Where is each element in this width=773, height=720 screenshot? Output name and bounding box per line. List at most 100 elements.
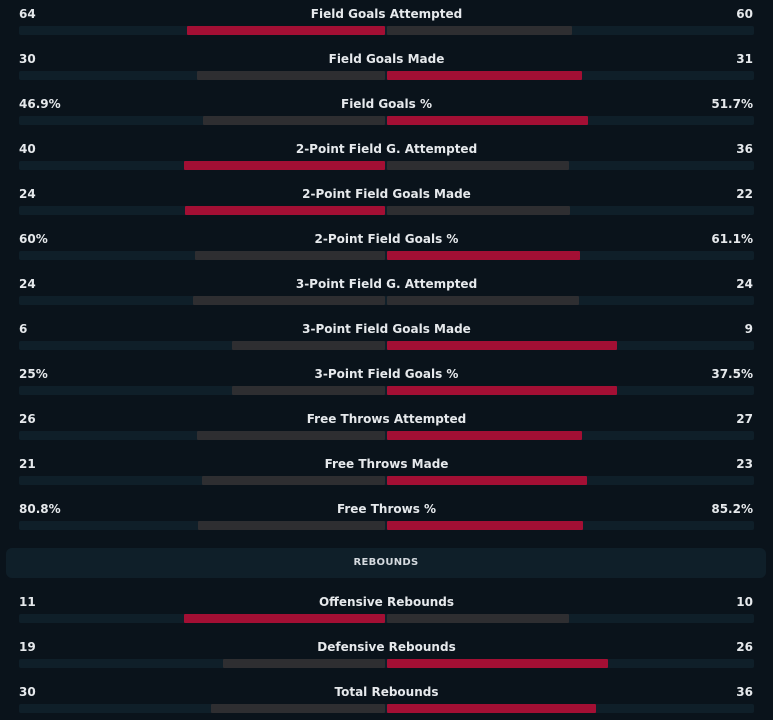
- stat-row: 30 Total Rebounds 36: [0, 678, 773, 720]
- stat-row: 6 3-Point Field Goals Made 9: [0, 315, 773, 360]
- home-value: 80.8%: [19, 502, 61, 516]
- home-value: 24: [19, 187, 36, 201]
- stat-row: 21 Free Throws Made 23: [0, 450, 773, 495]
- away-value: 22: [736, 187, 753, 201]
- away-value: 23: [736, 457, 753, 471]
- away-value: 36: [736, 685, 753, 699]
- stat-label: Field Goals Made: [328, 52, 445, 66]
- comparison-bar-track: [19, 251, 754, 260]
- home-value: 6: [19, 322, 28, 336]
- away-bar: [387, 521, 583, 530]
- stat-label: Free Throws %: [336, 502, 437, 516]
- stat-row: 80.8% Free Throws % 85.2%: [0, 495, 773, 540]
- home-value: 64: [19, 7, 36, 21]
- home-bar: [187, 26, 385, 35]
- away-bar: [387, 161, 569, 170]
- away-bar: [387, 431, 582, 440]
- comparison-bar-track: [19, 296, 754, 305]
- stat-row: 30 Field Goals Made 31: [0, 45, 773, 90]
- away-value: 27: [736, 412, 753, 426]
- stat-row: 64 Field Goals Attempted 60: [0, 0, 773, 45]
- stat-label: Defensive Rebounds: [317, 640, 456, 654]
- comparison-bar-track: [19, 704, 754, 713]
- comparison-bar-track: [19, 521, 754, 530]
- stat-label: 2-Point Field G. Attempted: [295, 142, 478, 156]
- away-bar: [387, 704, 596, 713]
- home-bar: [195, 251, 385, 260]
- comparison-bar-track: [19, 476, 754, 485]
- home-value: 60%: [19, 232, 48, 246]
- comparison-bar-track: [19, 116, 754, 125]
- away-bar: [387, 341, 617, 350]
- stat-label: Offensive Rebounds: [318, 595, 455, 609]
- stat-row: 24 2-Point Field Goals Made 22: [0, 180, 773, 225]
- home-bar: [197, 431, 385, 440]
- comparison-bar-track: [19, 431, 754, 440]
- away-bar: [387, 206, 570, 215]
- stat-row: 40 2-Point Field G. Attempted 36: [0, 135, 773, 180]
- home-value: 21: [19, 457, 36, 471]
- stat-label: Free Throws Made: [324, 457, 449, 471]
- away-value: 31: [736, 52, 753, 66]
- away-value: 24: [736, 277, 753, 291]
- away-value: 37.5%: [711, 367, 753, 381]
- home-value: 46.9%: [19, 97, 61, 111]
- away-value: 60: [736, 7, 753, 21]
- home-bar: [185, 206, 385, 215]
- home-bar: [232, 386, 385, 395]
- home-bar: [232, 341, 385, 350]
- home-value: 26: [19, 412, 36, 426]
- home-bar: [184, 161, 385, 170]
- stat-label: 3-Point Field G. Attempted: [295, 277, 478, 291]
- home-value: 19: [19, 640, 36, 654]
- comparison-bar-track: [19, 341, 754, 350]
- away-bar: [387, 71, 582, 80]
- home-bar: [223, 659, 385, 668]
- home-bar: [193, 296, 385, 305]
- home-value: 40: [19, 142, 36, 156]
- home-bar: [184, 614, 385, 623]
- home-bar: [197, 71, 385, 80]
- away-bar: [387, 296, 579, 305]
- home-value: 30: [19, 685, 36, 699]
- comparison-bar-track: [19, 659, 754, 668]
- stat-label: Field Goals %: [341, 97, 432, 111]
- away-bar: [387, 26, 572, 35]
- stat-row: 11 Offensive Rebounds 10: [0, 588, 773, 633]
- stat-label: Field Goals Attempted: [310, 7, 463, 21]
- away-bar: [387, 614, 569, 623]
- stat-label: Free Throws Attempted: [306, 412, 467, 426]
- away-value: 36: [736, 142, 753, 156]
- stat-row: 25% 3-Point Field Goals % 37.5%: [0, 360, 773, 405]
- home-bar: [203, 116, 385, 125]
- home-value: 24: [19, 277, 36, 291]
- away-value: 85.2%: [711, 502, 753, 516]
- comparison-bar-track: [19, 71, 754, 80]
- stat-row: 26 Free Throws Attempted 27: [0, 405, 773, 450]
- comparison-bar-track: [19, 161, 754, 170]
- stat-label: 2-Point Field Goals Made: [302, 187, 471, 201]
- home-bar: [202, 476, 385, 485]
- away-bar: [387, 116, 588, 125]
- home-value: 11: [19, 595, 36, 609]
- stat-label: 2-Point Field Goals %: [314, 232, 459, 246]
- home-bar: [211, 704, 385, 713]
- stat-label: 3-Point Field Goals %: [314, 367, 459, 381]
- comparison-bar-track: [19, 206, 754, 215]
- home-value: 30: [19, 52, 36, 66]
- comparison-bar-track: [19, 614, 754, 623]
- away-bar: [387, 251, 580, 260]
- home-bar: [198, 521, 385, 530]
- away-value: 51.7%: [711, 97, 753, 111]
- stat-label: 3-Point Field Goals Made: [302, 322, 471, 336]
- away-value: 61.1%: [711, 232, 753, 246]
- comparison-bar-track: [19, 386, 754, 395]
- away-value: 9: [744, 322, 753, 336]
- comparison-bar-track: [19, 26, 754, 35]
- away-value: 26: [736, 640, 753, 654]
- home-value: 25%: [19, 367, 48, 381]
- rebounds-section-header: REBOUNDS: [6, 548, 766, 578]
- stat-label: Total Rebounds: [334, 685, 439, 699]
- stat-row: 60% 2-Point Field Goals % 61.1%: [0, 225, 773, 270]
